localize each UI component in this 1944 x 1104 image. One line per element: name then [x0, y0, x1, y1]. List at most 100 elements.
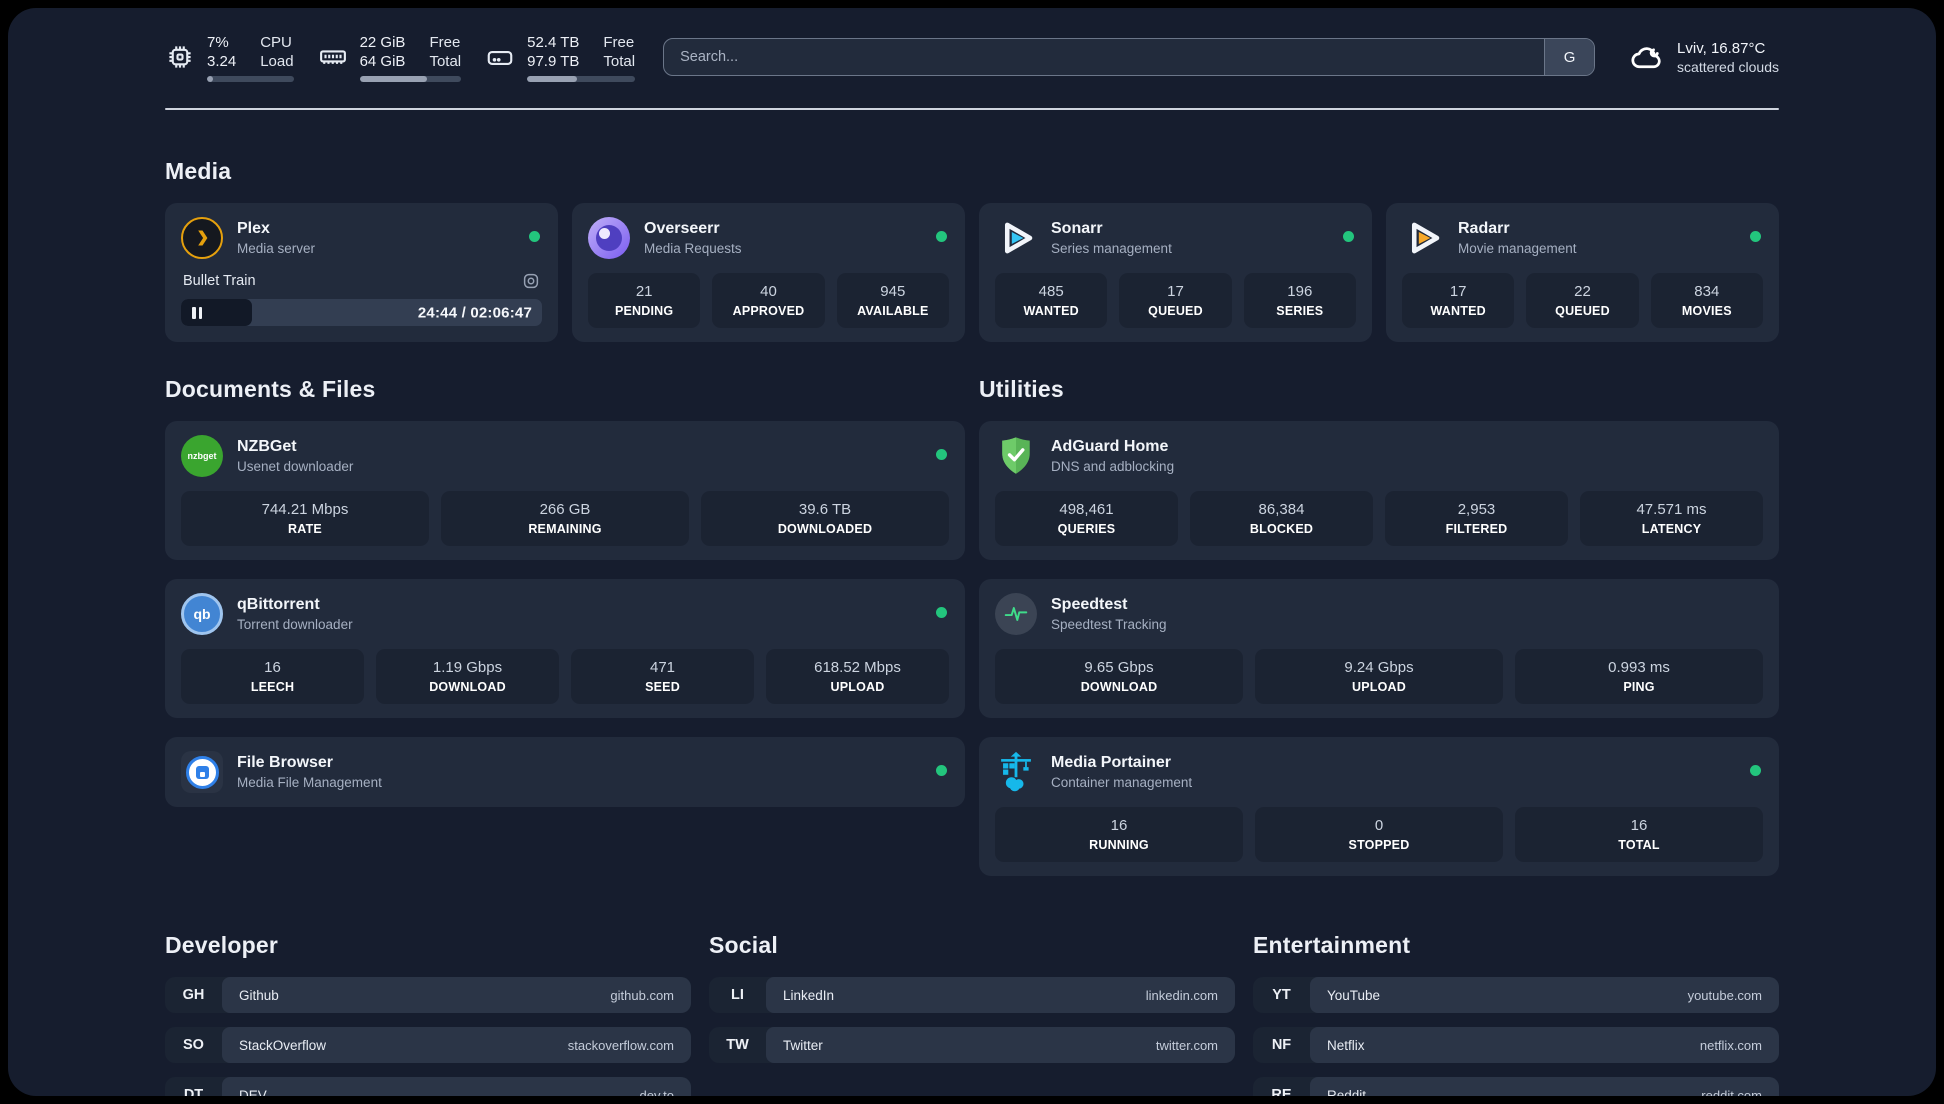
portainer-crane-icon [995, 751, 1037, 793]
dashboard-page: 7% 3.24 CPU Load [8, 8, 1936, 1096]
session-webcam-icon[interactable] [522, 272, 540, 290]
disk-total-label: Total [603, 52, 636, 70]
app-desc: Media Requests [644, 240, 742, 256]
search-input[interactable] [664, 39, 1545, 75]
ram-progress-fill [359, 75, 427, 82]
stat-remaining: 266 GB REMAINING [441, 491, 689, 546]
radarr-icon [1402, 217, 1444, 259]
stat-queued: 17 QUEUED [1119, 273, 1232, 328]
bookmark-url: twitter.com [1155, 1037, 1218, 1053]
bookmark-name: Github [239, 987, 279, 1003]
disk-icon [485, 42, 515, 72]
stat-series: 196 SERIES [1243, 273, 1356, 328]
stat-downloaded: 39.6 TB DOWNLOADED [701, 491, 949, 546]
app-card-nzbget[interactable]: nzbget NZBGet Usenet downloader 744.21 M… [165, 421, 965, 560]
stat-wanted: 485 WANTED [995, 273, 1108, 328]
section-title-developer: Developer [165, 932, 279, 958]
bookmark-dev[interactable]: DT DEV dev.to [165, 1077, 691, 1096]
search-engine-button[interactable]: G [1544, 39, 1595, 75]
stat-total: 16 TOTAL [1515, 807, 1763, 862]
stat-available: 945 AVAILABLE [836, 273, 949, 328]
cpu-stat: 7% 3.24 CPU Load [165, 33, 294, 82]
app-card-plex[interactable]: Plex Media server Bullet Train [165, 203, 558, 342]
memory-stat: 22 GiB 64 GiB Free Total [318, 33, 462, 82]
ram-free-label: Free [429, 33, 461, 51]
app-name: Plex [237, 219, 270, 237]
bookmark-name: DEV [239, 1087, 267, 1097]
stat-movies: 834 MOVIES [1650, 273, 1763, 328]
app-card-portainer[interactable]: Media Portainer Container management 16 … [979, 737, 1779, 876]
bookmark-linkedin[interactable]: LI LinkedIn linkedin.com [709, 977, 1235, 1013]
bookmark-url: netflix.com [1699, 1037, 1762, 1053]
app-desc: Container management [1051, 774, 1193, 790]
stat-queued: 22 QUEUED [1526, 273, 1639, 328]
search-bar: G [663, 38, 1596, 76]
status-dot-online [936, 607, 947, 618]
stat-seed: 471 SEED [571, 649, 754, 704]
app-card-sonarr[interactable]: Sonarr Series management 485 WANTED 17 Q… [979, 203, 1372, 342]
bookmark-url: reddit.com [1701, 1087, 1762, 1097]
app-name: qBittorrent [237, 595, 320, 613]
stat-download: 9.65 Gbps DOWNLOAD [995, 649, 1243, 704]
app-card-filebrowser[interactable]: File Browser Media File Management [165, 737, 965, 807]
status-dot-online [529, 231, 540, 242]
playback-progress-bar[interactable]: 24:44 / 02:06:47 [181, 299, 542, 326]
section-title-social: Social [709, 932, 778, 958]
status-dot-online [936, 231, 947, 242]
bookmark-abbr: YT [1272, 987, 1291, 1003]
playback-time: 24:44 / 02:06:47 [417, 304, 532, 321]
bookmark-github[interactable]: GH Github github.com [165, 977, 691, 1013]
bookmark-name: Reddit [1327, 1087, 1367, 1097]
section-title-media: Media [165, 158, 232, 184]
bookmark-abbr: RE [1271, 1087, 1292, 1096]
status-dot-online [1750, 231, 1761, 242]
header-divider [165, 108, 1779, 110]
ram-total-value: 64 GiB [359, 52, 406, 70]
app-card-adguard[interactable]: AdGuard Home DNS and adblocking 498,461 … [979, 421, 1779, 560]
bookmark-youtube[interactable]: YT YouTube youtube.com [1253, 977, 1779, 1013]
app-desc: Media File Management [237, 774, 382, 790]
pause-button[interactable] [192, 306, 202, 319]
section-title-documents: Documents & Files [165, 376, 376, 402]
ram-free-value: 22 GiB [359, 33, 406, 51]
top-bar: 7% 3.24 CPU Load [165, 32, 1779, 82]
bookmark-stackoverflow[interactable]: SO StackOverflow stackoverflow.com [165, 1027, 691, 1063]
app-desc: DNS and adblocking [1051, 458, 1175, 474]
cloud-icon [1629, 39, 1665, 75]
qbittorrent-icon: qb [181, 593, 223, 635]
stat-approved: 40 APPROVED [712, 273, 825, 328]
stat-wanted: 17 WANTED [1402, 273, 1515, 328]
cpu-load-label: Load [260, 52, 294, 70]
status-dot-online [1750, 765, 1761, 776]
app-name: Media Portainer [1051, 753, 1172, 771]
bookmark-abbr: LI [731, 987, 744, 1003]
app-name: Radarr [1458, 219, 1510, 237]
plex-icon [181, 217, 223, 259]
app-name: Sonarr [1051, 219, 1103, 237]
stat-upload: 618.52 Mbps UPLOAD [766, 649, 949, 704]
weather-condition: scattered clouds [1677, 58, 1779, 75]
app-card-radarr[interactable]: Radarr Movie management 17 WANTED 22 QUE… [1386, 203, 1779, 342]
bookmark-twitter[interactable]: TW Twitter twitter.com [709, 1027, 1235, 1063]
sonarr-icon [995, 217, 1037, 259]
disk-progress-fill [527, 75, 577, 82]
app-name: Speedtest [1051, 595, 1128, 613]
bookmark-reddit[interactable]: RE Reddit reddit.com [1253, 1077, 1779, 1096]
bookmark-abbr: GH [182, 987, 205, 1003]
bookmark-netflix[interactable]: NF Netflix netflix.com [1253, 1027, 1779, 1063]
weather-widget: Lviv, 16.87°C scattered clouds [1629, 39, 1779, 76]
status-dot-online [1343, 231, 1354, 242]
stat-ping: 0.993 ms PING [1515, 649, 1763, 704]
app-card-qbittorrent[interactable]: qb qBittorrent Torrent downloader 16 LEE… [165, 579, 965, 718]
nzbget-icon: nzbget [181, 435, 223, 477]
app-card-speedtest[interactable]: Speedtest Speedtest Tracking 9.65 Gbps D… [979, 579, 1779, 718]
disk-free-label: Free [603, 33, 635, 51]
stat-filtered: 2,953 FILTERED [1385, 491, 1568, 546]
app-card-overseerr[interactable]: Overseerr Media Requests 21 PENDING 40 A… [572, 203, 965, 342]
disk-total-value: 97.9 TB [527, 52, 580, 70]
stat-queries: 498,461 QUERIES [995, 491, 1178, 546]
app-name: NZBGet [237, 437, 297, 455]
stat-rate: 744.21 Mbps RATE [181, 491, 429, 546]
stat-running: 16 RUNNING [995, 807, 1243, 862]
overseerr-icon [588, 217, 630, 259]
